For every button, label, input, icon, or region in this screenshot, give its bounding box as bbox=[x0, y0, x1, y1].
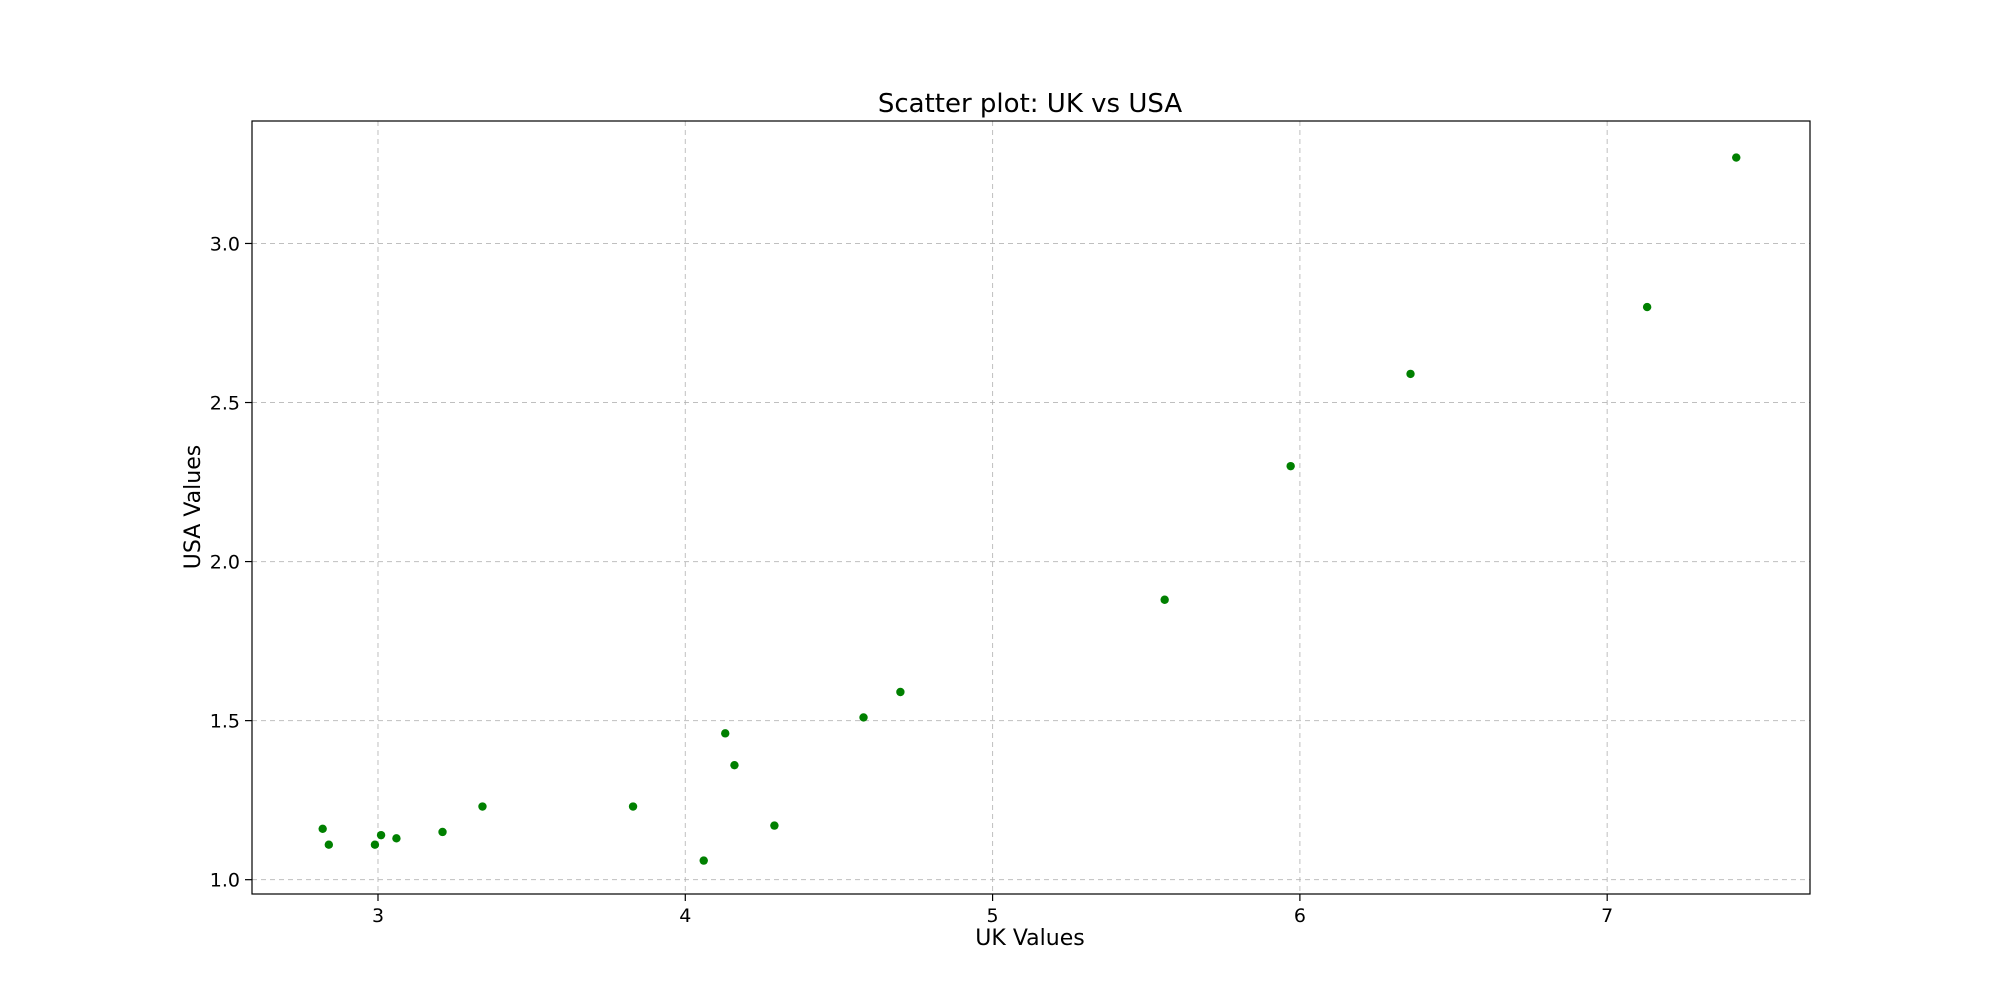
scatter-point bbox=[721, 729, 730, 738]
x-axis-ticks: 3 4 5 6 7 bbox=[372, 894, 1613, 927]
scatter-point bbox=[699, 856, 708, 865]
scatter-point bbox=[896, 687, 905, 697]
data-points bbox=[318, 153, 1741, 865]
x-tick-label: 6 bbox=[1294, 905, 1306, 927]
y-tick-label: 1.0 bbox=[210, 870, 240, 892]
scatter-point bbox=[318, 824, 327, 833]
scatter-point bbox=[1406, 369, 1415, 379]
y-tick-label: 1.5 bbox=[210, 711, 240, 733]
y-tick-label: 2.0 bbox=[210, 552, 240, 574]
scatter-point bbox=[438, 827, 447, 837]
y-tick-label: 3.0 bbox=[210, 233, 240, 255]
x-tick-label: 7 bbox=[1601, 905, 1613, 927]
scatter-point bbox=[392, 834, 401, 843]
y-tick-label: 2.5 bbox=[210, 393, 240, 415]
scatter-point bbox=[770, 821, 779, 830]
scatter-point bbox=[376, 830, 386, 840]
scatter-point bbox=[324, 840, 334, 849]
y-axis-label: USA Values bbox=[181, 445, 206, 569]
scatter-point bbox=[628, 802, 638, 811]
x-tick-label: 4 bbox=[679, 905, 691, 927]
scatter-point bbox=[478, 802, 487, 811]
plot-frame bbox=[251, 120, 1811, 895]
y-axis-ticks: 1.0 1.5 2.0 2.5 3.0 bbox=[210, 233, 252, 892]
x-tick-label: 3 bbox=[372, 905, 384, 927]
scatter-point bbox=[859, 713, 868, 722]
scatter-point bbox=[1160, 595, 1169, 604]
scatter-point bbox=[730, 760, 739, 770]
chart-title: Scatter plot: UK vs USA bbox=[878, 89, 1182, 119]
scatter-point bbox=[370, 840, 380, 849]
scatter-point bbox=[1732, 153, 1741, 162]
x-tick-label: 5 bbox=[987, 905, 999, 927]
grid bbox=[252, 121, 1810, 894]
scatter-point bbox=[1286, 461, 1295, 471]
scatter-point bbox=[1642, 302, 1652, 312]
x-axis-label: UK Values bbox=[975, 926, 1084, 951]
